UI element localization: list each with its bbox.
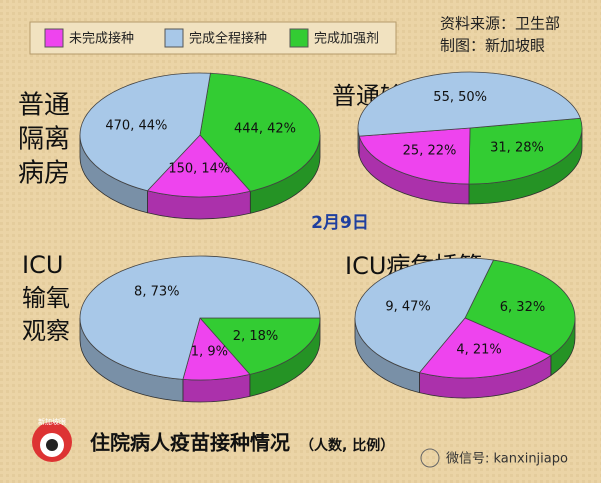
footer-note: （人数, 比例）: [300, 437, 394, 454]
legend-swatch: [289, 28, 309, 48]
legend-label: 完成全程接种: [189, 31, 267, 47]
slice: [357, 71, 581, 137]
legend-swatch: [44, 28, 64, 48]
data-label: 2, 18%: [233, 329, 278, 344]
source: 资料来源：卫生部: [440, 15, 560, 33]
data-label: 470, 44%: [105, 118, 167, 133]
legend-label: 完成加强剂: [314, 32, 379, 47]
legend-label: 未完成接种: [69, 31, 134, 47]
pie-title: ICU: [22, 251, 63, 279]
footer-title: 住院病人疫苗接种情况: [90, 431, 290, 455]
pie-tops: [79, 72, 321, 198]
data-label: 1, 9%: [191, 344, 228, 359]
data-label: 25, 22%: [403, 144, 457, 159]
data-label: 55, 50%: [433, 90, 487, 105]
slice: [468, 117, 583, 185]
slice: [79, 255, 321, 380]
data-label: 444, 42%: [234, 122, 296, 137]
slice: [354, 257, 495, 374]
slice: [199, 72, 321, 192]
date: 2月9日: [311, 213, 369, 233]
wechat-icon: [420, 448, 440, 468]
pie-title: 输氧: [22, 284, 70, 312]
slice: [199, 317, 321, 375]
data-label: 4, 21%: [456, 343, 501, 358]
pie-tops: [79, 255, 321, 381]
data-label: 9, 47%: [385, 299, 430, 314]
logo-text: 新加坡眼: [38, 417, 66, 426]
data-label: 8, 73%: [134, 285, 179, 300]
pie-title: 隔离: [18, 125, 70, 155]
watermark: 微信号: kanxinjiapo: [446, 452, 568, 467]
legend-swatch: [164, 28, 184, 48]
legend-box: [29, 21, 397, 55]
pie-tops: [357, 71, 583, 185]
pie-title: 普通: [18, 91, 70, 121]
slice: [358, 127, 471, 185]
pie-title: 观察: [22, 317, 70, 345]
data-label: 31, 28%: [490, 140, 544, 155]
pie-tops: [354, 257, 576, 379]
slice: [464, 259, 576, 356]
pie-sides: [79, 317, 321, 403]
data-label: 150, 14%: [168, 162, 230, 177]
data-label: 6, 32%: [500, 300, 545, 315]
logo-eye: [46, 439, 58, 451]
slice: [418, 317, 552, 379]
slice: [146, 134, 252, 198]
slice: [79, 72, 211, 192]
pie-title: 病房: [18, 159, 70, 189]
credit: 制图：新加坡眼: [440, 37, 545, 55]
